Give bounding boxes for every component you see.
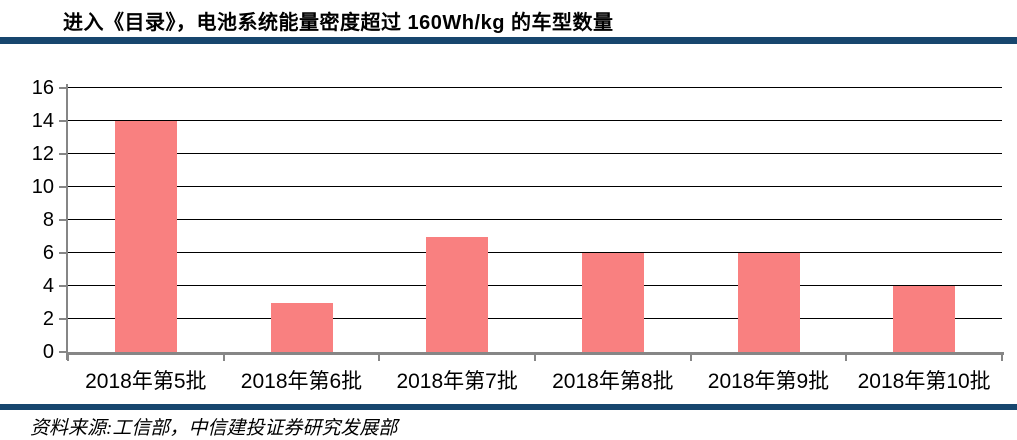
gridline [68,153,1002,154]
x-tick-mark [845,352,848,361]
y-tick-mark [59,186,68,188]
x-tick-mark [1001,352,1003,361]
y-axis-tick-label: 0 [42,341,54,363]
x-axis-category-label: 2018年第6批 [240,370,363,393]
y-tick-mark [59,285,68,287]
source-note: 资料来源:工信部，中信建投证券研究发展部 [30,418,398,439]
chart-title: 进入《目录》，电池系统能量密度超过 160Wh/kg 的车型数量 [63,12,614,34]
y-axis-tick-label: 2 [42,308,54,330]
y-tick-mark [59,351,68,353]
bar-chart: 0 2 4 6 8 10 12 14 16 2018年第5批 2018年第6批 2018年第7批 20… [31,77,1004,393]
x-tick-mark [222,352,225,361]
bar-2018年第8批 [581,253,644,352]
y-axis-tick-label: 12 [31,143,54,165]
y-tick-mark [59,87,68,89]
x-tick-mark [67,352,69,361]
bar-2018年第9批 [737,253,800,352]
x-tick-mark [378,352,381,361]
x-axis-category-label: 2018年第8批 [552,370,674,393]
y-axis-tick-label: 4 [42,275,54,297]
y-tick-mark [59,153,68,155]
gridline [68,252,1002,253]
x-axis-category-label: 2018年第5批 [85,370,207,393]
gridline [68,186,1002,187]
bar-2018年第6批 [270,302,333,352]
gridline [68,219,1002,220]
bar-2018年第5批 [114,121,177,352]
bar-2018年第10批 [893,286,956,352]
y-tick-mark [59,252,68,254]
gridline [68,87,1002,88]
x-axis-category-label: 2018年第9批 [707,370,830,393]
gridline [68,120,1002,121]
x-axis-category-label: 2018年第7批 [396,370,518,393]
y-tick-mark [59,120,68,122]
title-divider [0,37,1017,44]
y-axis-tick-label: 8 [42,209,54,231]
y-axis-tick-label: 10 [31,176,54,198]
y-tick-mark [59,318,68,320]
bar-2018年第7批 [426,236,489,352]
gridline [68,318,1002,319]
y-tick-mark [59,219,68,221]
y-axis-tick-label: 14 [31,110,54,132]
y-axis-tick-label: 6 [42,242,54,264]
x-axis-category-label: 2018年第10批 [857,370,991,393]
y-axis-tick-label: 16 [31,77,54,99]
footer-divider [0,404,1017,410]
gridline [68,285,1002,286]
x-tick-mark [534,352,536,361]
y-axis-line [66,84,68,360]
x-tick-mark [689,352,692,361]
